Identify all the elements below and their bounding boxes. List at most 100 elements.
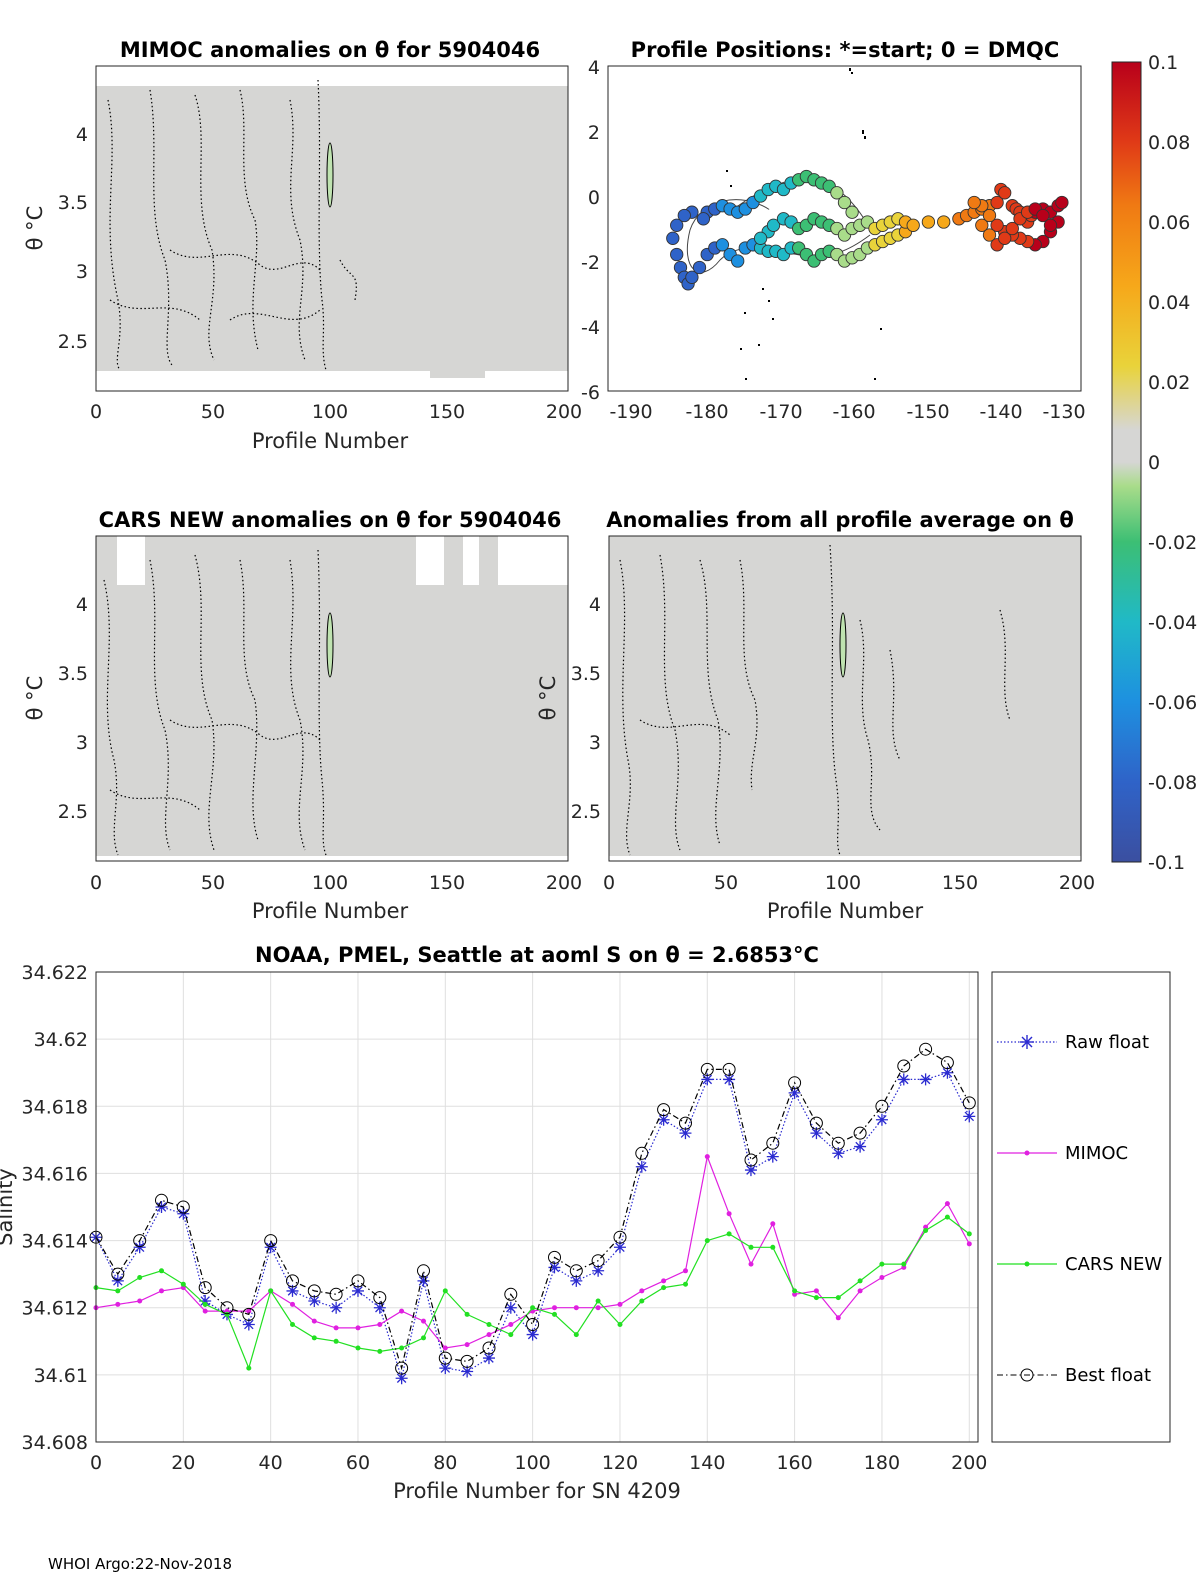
cars-gap — [117, 536, 145, 585]
data-point — [962, 1096, 976, 1110]
x-tick-label: 100 — [515, 1452, 551, 1474]
data-point — [570, 1274, 583, 1287]
data-point — [792, 1288, 798, 1294]
data-point — [159, 1268, 164, 1274]
data-point — [723, 1073, 736, 1086]
allavg-xlabel: Profile Number — [767, 899, 924, 923]
data-point — [635, 1160, 648, 1173]
mimoc-field — [96, 86, 568, 371]
y-tick-label: 34.614 — [22, 1231, 88, 1253]
y-tick-label: 0 — [588, 187, 600, 209]
profile-position-marker — [845, 205, 859, 219]
x-tick-label: 150 — [429, 872, 465, 894]
data-point — [832, 1147, 845, 1160]
y-tick-label: 34.618 — [22, 1096, 88, 1118]
data-point — [417, 1264, 430, 1278]
mimoc-xticks: 0 50 100 150 200 — [90, 401, 582, 423]
salinity-title: NOAA, PMEL, Seattle at aoml S on θ = 2.6… — [255, 943, 819, 967]
data-point — [526, 1318, 540, 1331]
data-point — [657, 1103, 671, 1117]
data-point — [770, 1244, 776, 1250]
data-point — [726, 1231, 732, 1237]
data-point — [442, 1288, 448, 1294]
data-point — [661, 1278, 667, 1284]
data-point — [919, 1042, 933, 1056]
data-point — [439, 1362, 452, 1375]
data-point — [504, 1287, 518, 1301]
series-cars-new — [93, 1214, 972, 1371]
x-tick-label: 80 — [433, 1452, 457, 1474]
series-best-float — [89, 1042, 976, 1375]
data-point — [377, 1322, 383, 1327]
data-point — [199, 1295, 212, 1307]
y-tick-label: -4 — [581, 317, 600, 339]
profile-position-marker — [685, 270, 699, 284]
data-point — [198, 1281, 212, 1295]
data-point — [202, 1301, 208, 1307]
salinity-panel: NOAA, PMEL, Seattle at aoml S on θ = 2.6… — [0, 943, 1171, 1503]
profile-position-marker — [1055, 195, 1069, 210]
salinity-xlabel: Profile Number for SN 4209 — [393, 1479, 681, 1503]
data-point — [351, 1274, 365, 1288]
legend-label: Raw float — [1065, 1032, 1149, 1053]
data-point — [813, 1295, 819, 1301]
data-point — [464, 1342, 470, 1348]
data-point — [617, 1322, 623, 1327]
salinity-axes — [95, 971, 979, 1443]
data-point — [726, 1211, 732, 1217]
x-tick-label: 0 — [90, 872, 102, 894]
mimoc-title: MIMOC anomalies on θ for 5904046 — [120, 38, 540, 62]
allavg-panel: Anomalies from all profile average on θ … — [536, 508, 1095, 923]
circle-marker-icon — [1020, 1368, 1034, 1382]
data-point — [417, 1274, 430, 1287]
data-point — [246, 1308, 252, 1314]
mimoc-field-bottom — [430, 371, 485, 378]
data-point — [704, 1154, 710, 1160]
y-tick-label: 4 — [76, 124, 88, 146]
positions-title: Profile Positions: *=start; 0 = DMQC — [631, 38, 1060, 62]
data-point — [329, 1287, 343, 1301]
data-point — [704, 1238, 710, 1244]
cars-gap — [463, 536, 479, 585]
data-point — [854, 1140, 867, 1153]
data-point — [286, 1274, 299, 1288]
profile-position-marker — [1036, 208, 1050, 223]
data-point — [115, 1288, 121, 1294]
data-point — [748, 1244, 754, 1250]
data-point — [177, 1207, 190, 1220]
data-point — [155, 1201, 168, 1213]
x-tick-label: 50 — [201, 401, 225, 423]
data-point — [940, 1056, 954, 1070]
allavg-field — [609, 536, 1081, 856]
x-tick-label: 200 — [1059, 872, 1095, 894]
data-point — [224, 1311, 230, 1317]
data-point — [264, 1241, 277, 1254]
footer-credit: WHOI Argo:22-Nov-2018 — [48, 1555, 232, 1573]
cars-contours — [103, 549, 327, 856]
data-point — [679, 1116, 692, 1130]
positions-panel: Profile Positions: *=start; 0 = DMQC -19… — [581, 38, 1086, 423]
x-tick-label: 0 — [90, 1452, 102, 1474]
data-point — [810, 1127, 823, 1140]
y-tick-label: 3.5 — [58, 663, 88, 685]
data-point — [242, 1318, 255, 1331]
data-point — [155, 1193, 168, 1207]
data-point — [617, 1301, 623, 1307]
profile-position-marker — [670, 247, 684, 262]
data-point — [835, 1295, 841, 1301]
data-point — [508, 1332, 514, 1338]
data-point — [311, 1318, 317, 1324]
cars-field — [96, 536, 568, 856]
data-point — [573, 1332, 579, 1338]
data-point — [508, 1322, 514, 1327]
profile-position-marker — [830, 186, 844, 200]
data-point — [701, 1073, 714, 1086]
x-tick-label: -130 — [1042, 401, 1085, 423]
data-point — [573, 1305, 579, 1311]
profile-position-marker — [975, 218, 989, 232]
data-point — [897, 1073, 910, 1086]
data-point — [290, 1301, 295, 1307]
y-tick-label: 3 — [76, 261, 88, 283]
profile-position-marker — [937, 215, 951, 229]
data-point — [897, 1059, 911, 1073]
